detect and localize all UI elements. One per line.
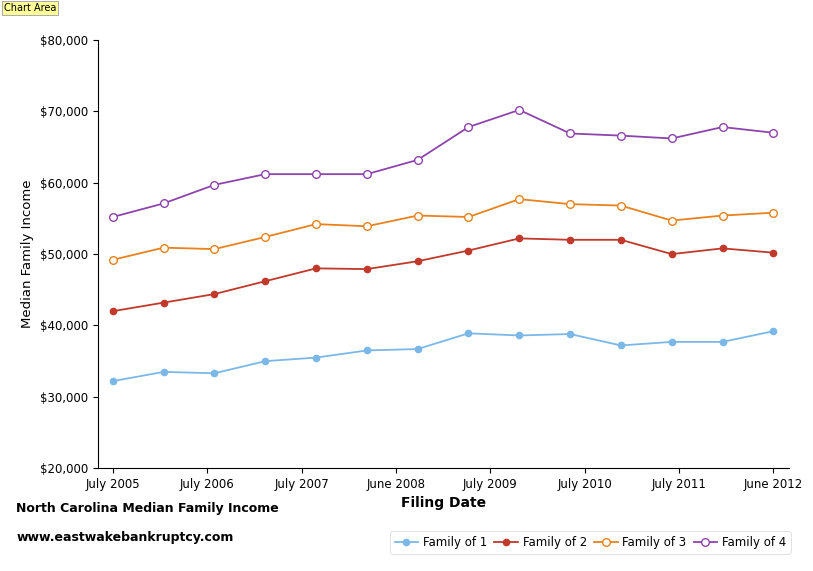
Family of 3 (210, 246, 220, 252)
Family of 3 (362, 223, 372, 230)
Line: Family of 2: Family of 2 (110, 235, 776, 314)
Family of 4 (210, 182, 220, 188)
Family of 3 (768, 209, 778, 216)
Family of 2 (718, 245, 728, 252)
Family of 4 (463, 124, 473, 131)
Family of 1 (565, 331, 575, 337)
Family of 2 (413, 258, 423, 265)
X-axis label: Filing Date: Filing Date (401, 497, 485, 510)
Family of 4 (515, 106, 524, 113)
Family of 1 (413, 345, 423, 352)
Family of 3 (616, 202, 626, 209)
Family of 1 (616, 342, 626, 349)
Family of 1 (768, 328, 778, 335)
Family of 4 (260, 171, 270, 178)
Family of 2 (159, 299, 168, 306)
Family of 3 (463, 214, 473, 220)
Family of 2 (667, 251, 676, 258)
Family of 2 (515, 235, 524, 242)
Family of 3 (515, 196, 524, 203)
Family of 4 (159, 200, 168, 207)
Family of 3 (413, 212, 423, 219)
Family of 3 (159, 244, 168, 251)
Family of 1 (210, 370, 220, 377)
Family of 2 (108, 308, 118, 315)
Family of 2 (260, 278, 270, 284)
Family of 4 (718, 124, 728, 131)
Family of 1 (463, 330, 473, 337)
Family of 2 (616, 236, 626, 243)
Family of 1 (311, 354, 321, 361)
Text: Chart Area: Chart Area (4, 3, 56, 13)
Family of 4 (362, 171, 372, 178)
Family of 2 (311, 265, 321, 272)
Family of 3 (108, 256, 118, 263)
Family of 2 (463, 247, 473, 254)
Line: Family of 4: Family of 4 (109, 106, 777, 221)
Family of 4 (616, 132, 626, 139)
Family of 3 (667, 217, 676, 224)
Family of 1 (159, 368, 168, 375)
Family of 2 (768, 249, 778, 256)
Family of 4 (413, 156, 423, 163)
Family of 4 (311, 171, 321, 178)
Family of 4 (667, 135, 676, 142)
Family of 3 (260, 234, 270, 240)
Family of 4 (768, 129, 778, 136)
Family of 2 (210, 291, 220, 297)
Family of 4 (108, 214, 118, 220)
Family of 4 (565, 130, 575, 137)
Family of 3 (311, 220, 321, 227)
Family of 3 (718, 212, 728, 219)
Y-axis label: Median Family Income: Median Family Income (21, 180, 34, 328)
Family of 1 (362, 347, 372, 354)
Family of 1 (718, 339, 728, 345)
Text: North Carolina Median Family Income: North Carolina Median Family Income (16, 502, 279, 516)
Family of 2 (565, 236, 575, 243)
Legend: Family of 1, Family of 2, Family of 3, Family of 4: Family of 1, Family of 2, Family of 3, F… (390, 531, 791, 554)
Family of 1 (667, 339, 676, 345)
Text: www.eastwakebankruptcy.com: www.eastwakebankruptcy.com (16, 531, 233, 544)
Family of 3 (565, 200, 575, 207)
Family of 1 (260, 357, 270, 365)
Family of 1 (108, 378, 118, 385)
Line: Family of 1: Family of 1 (110, 328, 776, 384)
Family of 2 (362, 266, 372, 272)
Family of 1 (515, 332, 524, 339)
Line: Family of 3: Family of 3 (109, 195, 777, 264)
